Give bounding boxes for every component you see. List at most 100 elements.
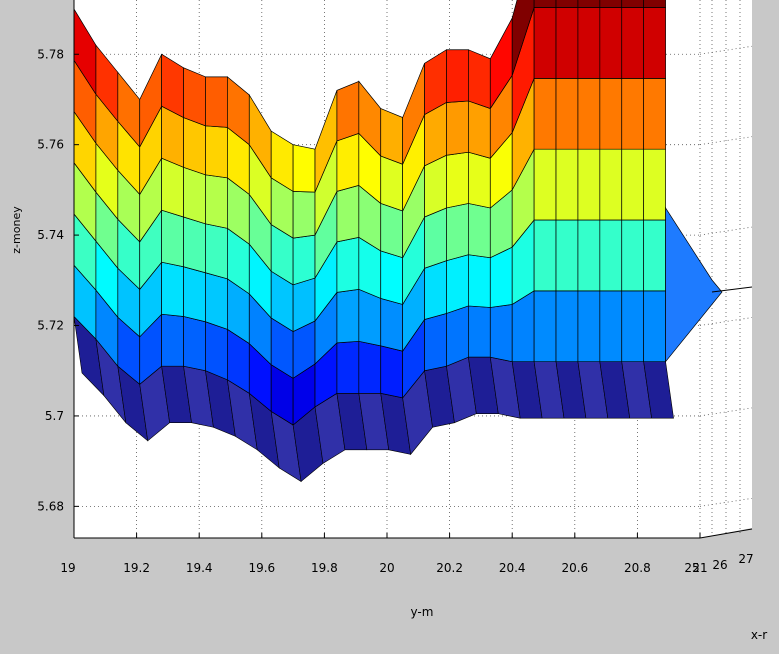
surface-patch xyxy=(205,321,228,381)
surface-patch xyxy=(205,272,228,330)
surface-patch xyxy=(621,219,645,292)
surface-patch xyxy=(468,305,491,358)
surface-patch xyxy=(599,148,623,221)
depth-tick-label: 25 xyxy=(684,561,699,575)
surface-patch xyxy=(621,0,645,8)
surface-patch xyxy=(533,219,557,292)
z-grid-line-side xyxy=(699,317,753,326)
surface-patch xyxy=(555,148,579,221)
surface-patch xyxy=(183,166,206,225)
x-tick-label: 19 xyxy=(60,561,75,575)
surface-patch xyxy=(446,203,469,262)
surface-patch xyxy=(643,148,666,221)
surface-patch xyxy=(599,290,623,363)
surface-patch xyxy=(205,76,228,128)
surface-patch xyxy=(577,78,601,150)
surface-edge-line xyxy=(711,286,753,293)
surface-patch xyxy=(621,7,645,79)
surface-patch xyxy=(577,148,601,221)
surface-patch xyxy=(468,151,491,209)
surface-patch xyxy=(336,80,360,142)
surface-patch xyxy=(446,49,469,103)
z-tick-label: 5.78 xyxy=(37,47,64,61)
surface-patch xyxy=(336,184,360,243)
z-tick-label: 5.7 xyxy=(45,409,64,423)
surface-patch xyxy=(424,207,447,269)
surface-patch xyxy=(380,297,403,352)
surface-patch xyxy=(643,290,666,363)
surface-patch xyxy=(577,0,601,8)
surface-patch xyxy=(643,7,666,79)
surface-patch xyxy=(205,125,228,179)
surface-patch xyxy=(555,290,579,363)
surface-patch xyxy=(380,155,403,212)
z-grid-line-side xyxy=(699,45,753,55)
surface-patch xyxy=(511,0,535,76)
depth-axis-line xyxy=(699,528,753,539)
surface-patch xyxy=(183,266,206,323)
surface-patch xyxy=(292,191,316,239)
surface-patch xyxy=(533,0,557,8)
z-tick-label: 5.68 xyxy=(37,499,64,513)
surface-patch xyxy=(161,261,184,317)
surface-side-patch xyxy=(665,206,723,363)
surface-patch xyxy=(380,202,403,259)
surface-patch xyxy=(292,144,316,193)
surface-patch xyxy=(621,290,645,363)
surface-patch xyxy=(183,216,206,274)
surface-patch xyxy=(643,0,666,8)
surface-patch xyxy=(643,78,666,150)
surface-patch xyxy=(336,288,360,344)
x-tick-label: 19.6 xyxy=(248,561,275,575)
z-grid-line-side xyxy=(699,136,753,146)
z-tick-label: 5.74 xyxy=(37,228,64,242)
surface-patch xyxy=(446,100,469,156)
surface-patch xyxy=(621,148,645,221)
surface-patch xyxy=(621,78,645,150)
surface-patch xyxy=(599,7,623,79)
surface-patch xyxy=(577,7,601,79)
surface-patch xyxy=(424,312,447,372)
x-tick-label: 19.2 xyxy=(123,561,150,575)
surface-patch xyxy=(599,0,623,8)
surface-patch xyxy=(533,78,557,150)
x-tick-label: 20 xyxy=(379,561,394,575)
tick-labels: 5.68 5.7 5.72 5.74 5.76 5.78 19 19.2 19.4 19.6 19.… xyxy=(37,47,753,575)
surface-patch xyxy=(446,305,469,367)
surface-patch xyxy=(380,250,403,305)
surface-patch xyxy=(183,117,206,176)
x-tick-label: 20.6 xyxy=(561,561,588,575)
surface-patch xyxy=(424,260,447,320)
x-tick-label: 21 xyxy=(692,561,707,575)
surface-patch xyxy=(380,345,403,399)
surface-patch xyxy=(183,316,206,372)
surface-patch xyxy=(468,100,491,159)
surface-patch xyxy=(446,254,469,314)
surface-patch xyxy=(358,288,382,347)
depth-axis-label: x-r xyxy=(751,628,767,642)
z-grid-line-side xyxy=(699,497,753,507)
surface-patch xyxy=(161,209,184,268)
surface-patch xyxy=(489,304,513,363)
surface-patch xyxy=(599,219,623,292)
surface-patch xyxy=(599,78,623,150)
z-grid-line-side xyxy=(699,226,753,236)
surface-patch xyxy=(468,203,491,259)
depth-tick-label: 26 xyxy=(712,558,727,572)
z-tick-label: 5.72 xyxy=(37,319,64,333)
surface-patch xyxy=(336,236,360,293)
surface-patch xyxy=(205,223,228,280)
z-tick-label: 5.76 xyxy=(37,138,64,152)
surface-patch xyxy=(468,49,491,109)
x-tick-label: 19.8 xyxy=(311,561,338,575)
x-axis-label: y-m xyxy=(411,605,434,619)
surface-patch xyxy=(292,234,316,286)
surface-patch xyxy=(577,290,601,363)
surface-patch xyxy=(577,219,601,292)
depth-tick-label: 27 xyxy=(738,552,753,566)
surface-patch xyxy=(555,219,579,292)
x-tick-label: 20.2 xyxy=(436,561,463,575)
surface-patch xyxy=(533,148,557,221)
z-axis-label: z-money xyxy=(10,206,23,254)
